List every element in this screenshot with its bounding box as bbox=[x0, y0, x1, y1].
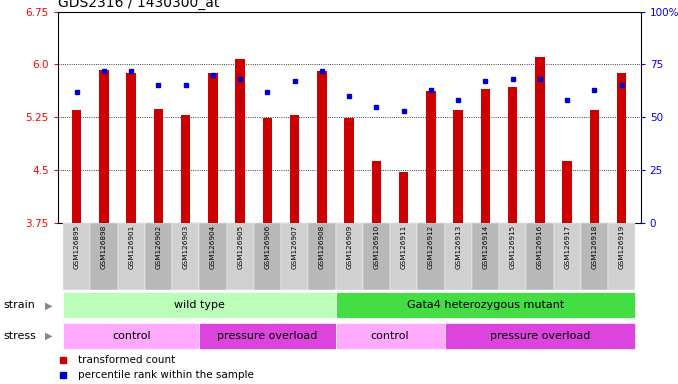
Text: control: control bbox=[112, 331, 151, 341]
Text: GSM126907: GSM126907 bbox=[292, 225, 298, 269]
Bar bbox=[262, 118, 272, 223]
Bar bbox=[154, 109, 163, 223]
Text: GSM126895: GSM126895 bbox=[74, 225, 80, 269]
Text: Gata4 heterozygous mutant: Gata4 heterozygous mutant bbox=[407, 300, 564, 310]
Text: GSM126914: GSM126914 bbox=[483, 225, 488, 269]
Text: GSM126918: GSM126918 bbox=[591, 225, 597, 269]
Bar bbox=[181, 115, 191, 223]
Bar bbox=[608, 223, 635, 290]
Text: strain: strain bbox=[3, 300, 35, 310]
Bar bbox=[317, 71, 327, 223]
Bar bbox=[590, 110, 599, 223]
Bar bbox=[254, 223, 281, 290]
Bar bbox=[63, 292, 336, 318]
Text: ▶: ▶ bbox=[45, 300, 53, 310]
Text: transformed count: transformed count bbox=[78, 356, 176, 366]
Bar bbox=[481, 89, 490, 223]
Bar bbox=[126, 73, 136, 223]
Text: GSM126898: GSM126898 bbox=[101, 225, 107, 269]
Text: GSM126908: GSM126908 bbox=[319, 225, 325, 269]
Text: GSM126903: GSM126903 bbox=[182, 225, 188, 269]
Bar bbox=[581, 223, 608, 290]
Bar bbox=[308, 223, 336, 290]
Bar bbox=[63, 323, 199, 349]
Bar bbox=[90, 223, 117, 290]
Bar bbox=[99, 70, 108, 223]
Text: GSM126910: GSM126910 bbox=[374, 225, 380, 269]
Bar bbox=[445, 223, 472, 290]
Text: control: control bbox=[371, 331, 410, 341]
Bar bbox=[454, 110, 463, 223]
Text: pressure overload: pressure overload bbox=[490, 331, 590, 341]
Bar bbox=[445, 323, 635, 349]
Bar bbox=[426, 91, 436, 223]
Bar bbox=[72, 110, 81, 223]
Text: GDS2316 / 1430300_at: GDS2316 / 1430300_at bbox=[58, 0, 219, 10]
Text: GSM126901: GSM126901 bbox=[128, 225, 134, 269]
Text: GSM126912: GSM126912 bbox=[428, 225, 434, 269]
Bar bbox=[235, 60, 245, 223]
Bar bbox=[145, 223, 172, 290]
Bar bbox=[117, 223, 145, 290]
Text: GSM126917: GSM126917 bbox=[564, 225, 570, 269]
Bar bbox=[535, 57, 544, 223]
Bar bbox=[63, 223, 90, 290]
Bar bbox=[508, 87, 517, 223]
Text: wild type: wild type bbox=[174, 300, 224, 310]
Text: GSM126916: GSM126916 bbox=[537, 225, 543, 269]
Bar bbox=[199, 223, 226, 290]
Bar bbox=[617, 73, 626, 223]
Bar bbox=[499, 223, 526, 290]
Bar bbox=[562, 161, 572, 223]
Bar bbox=[372, 161, 381, 223]
Bar bbox=[526, 223, 553, 290]
Text: GSM126911: GSM126911 bbox=[401, 225, 407, 269]
Text: GSM126915: GSM126915 bbox=[510, 225, 516, 269]
Text: stress: stress bbox=[3, 331, 36, 341]
Bar bbox=[344, 118, 354, 223]
Bar bbox=[363, 223, 390, 290]
Bar bbox=[336, 223, 363, 290]
Text: ▶: ▶ bbox=[45, 331, 53, 341]
Text: percentile rank within the sample: percentile rank within the sample bbox=[78, 370, 254, 380]
Text: GSM126902: GSM126902 bbox=[155, 225, 161, 269]
Bar bbox=[290, 115, 300, 223]
Text: GSM126909: GSM126909 bbox=[346, 225, 352, 269]
Text: GSM126913: GSM126913 bbox=[455, 225, 461, 269]
Text: GSM126919: GSM126919 bbox=[618, 225, 624, 269]
Bar bbox=[399, 172, 408, 223]
Text: GSM126905: GSM126905 bbox=[237, 225, 243, 269]
Text: GSM126906: GSM126906 bbox=[264, 225, 271, 269]
Bar bbox=[553, 223, 581, 290]
Bar bbox=[417, 223, 445, 290]
Text: GSM126904: GSM126904 bbox=[210, 225, 216, 269]
Bar bbox=[336, 292, 635, 318]
Text: pressure overload: pressure overload bbox=[217, 331, 317, 341]
Bar bbox=[472, 223, 499, 290]
Bar bbox=[336, 323, 445, 349]
Bar bbox=[281, 223, 308, 290]
Bar bbox=[172, 223, 199, 290]
Bar bbox=[199, 323, 336, 349]
Bar bbox=[208, 73, 218, 223]
Bar bbox=[226, 223, 254, 290]
Bar bbox=[390, 223, 417, 290]
